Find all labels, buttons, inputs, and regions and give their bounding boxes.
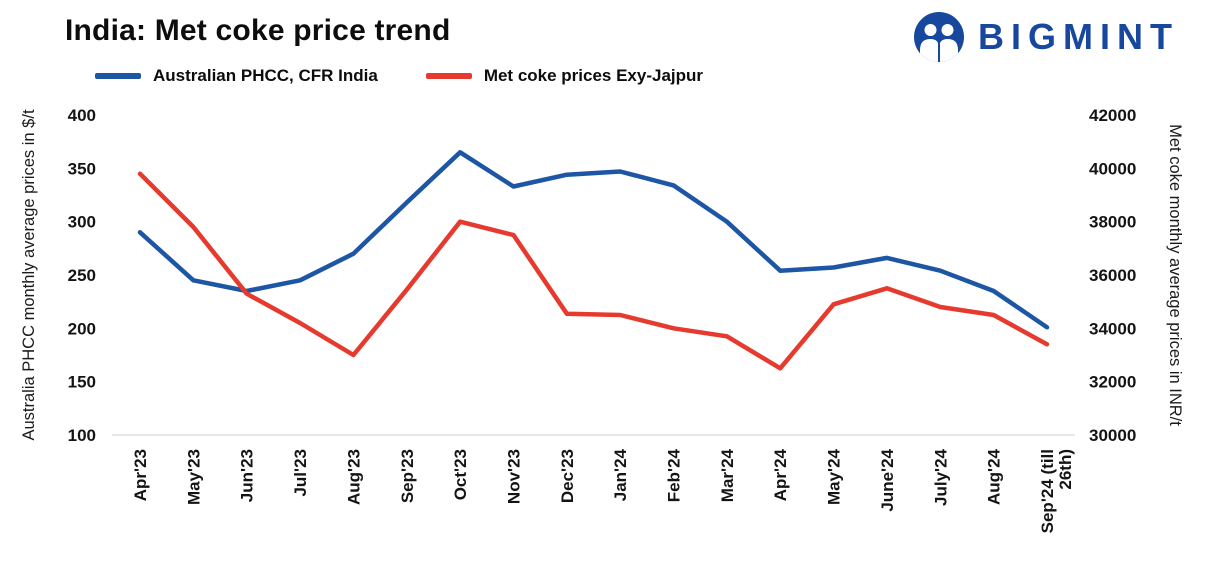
bigmint-logo: BIGMINT [912,10,1179,64]
x-axis-tick-label: Jun'23 [238,449,257,502]
y-axis-right-tick-label: 30000 [1089,426,1136,445]
x-axis-tick-label: Sep'23 [398,449,417,503]
x-axis-tick-label: July'24 [931,448,950,506]
bigmint-logo-text: BIGMINT [978,16,1179,57]
y-axis-right-tick-label: 36000 [1089,266,1136,285]
legend-swatch-blue [95,73,141,79]
y-axis-left-tick-label: 350 [68,159,96,178]
y-axis-left-tick-label: 250 [68,266,96,285]
x-axis-tick-label: Aug'23 [344,449,363,505]
x-axis-tick-label: May'24 [825,448,844,505]
legend-swatch-red [425,73,472,79]
x-axis-tick-label: Apr'23 [131,449,150,501]
y-axis-right-tick-label: 38000 [1089,213,1136,232]
page-title: India: Met coke price trend [65,14,451,47]
y-axis-left-tick-label: 150 [68,373,96,392]
series-line-australian-phcc [137,150,1050,330]
y-axis-left-title: Australia PHCC monthly average prices in… [20,109,38,440]
x-axis-tick-label: Jan'24 [611,448,630,501]
x-axis-tick-label: Oct'23 [451,449,470,500]
x-axis-tick-label: Nov'23 [504,449,523,504]
x-axis-tick-label: 26th) [1056,449,1075,490]
y-axis-left-tick-label: 300 [68,213,96,232]
y-axis-right-tick-label: 32000 [1089,373,1136,392]
x-axis-tick-label: June'24 [878,448,897,511]
series-line-met-coke [137,171,1050,371]
legend-label-australian-phcc: Australian PHCC, CFR India [153,66,378,85]
legend-item-met-coke: Met coke prices Exy-Jajpur [425,66,704,86]
y-axis-right-title: Met coke monthly average prices in INR/t [1166,124,1184,426]
legend-label-met-coke: Met coke prices Exy-Jajpur [483,66,704,85]
y-axis-right-tick-label: 42000 [1089,106,1136,125]
x-axis-tick-label: Aug'24 [985,448,1004,505]
x-axis-tick-label: Dec'23 [558,449,577,503]
x-axis-tick-label: Mar'24 [718,448,737,502]
chart-legend: Australian PHCC, CFR India Met coke pric… [95,66,703,86]
bigmint-logo-icon [914,12,965,62]
x-axis-tick-label: Feb'24 [665,448,684,502]
x-axis-tick-label: Sep'24 (till [1038,449,1057,533]
y-axis-right-tick-label: 40000 [1089,159,1136,178]
x-axis-tick-label: May'23 [184,449,203,505]
y-axis-left-tick-label: 200 [68,319,96,338]
x-axis-tick-label: Jul'23 [291,449,310,497]
y-axis-left-tick-label: 100 [68,426,96,445]
header: India: Met coke price trend BIGMINT [0,0,1205,62]
legend-item-australian-phcc: Australian PHCC, CFR India [95,66,378,86]
x-axis-tick-label: Apr'24 [771,448,790,501]
y-axis-right-tick-label: 34000 [1089,319,1136,338]
line-chart: 100 150 200 250 300 350 400 30000 32000 34000 3600… [20,106,1184,533]
y-axis-left-tick-label: 400 [68,106,96,125]
